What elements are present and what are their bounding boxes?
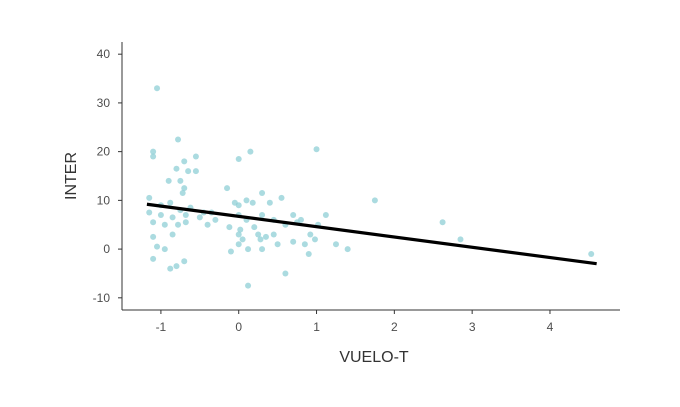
x-tick-label: 2 <box>391 320 398 334</box>
y-tick-label: 0 <box>103 242 110 256</box>
trend-line <box>146 202 597 266</box>
data-point <box>181 258 188 265</box>
data-point <box>161 221 168 228</box>
data-point <box>165 177 172 184</box>
data-point <box>182 211 189 218</box>
data-point <box>150 255 157 262</box>
data-point <box>235 202 242 209</box>
data-point <box>181 158 188 165</box>
data-point <box>173 165 180 172</box>
data-point <box>313 146 320 153</box>
data-point <box>167 265 174 272</box>
data-point <box>169 214 176 221</box>
data-point <box>262 233 269 240</box>
data-point <box>154 85 161 92</box>
data-point <box>235 231 242 238</box>
data-point <box>169 231 176 238</box>
data-point <box>344 246 351 253</box>
data-point <box>235 155 242 162</box>
y-tick-label: 20 <box>97 145 111 159</box>
data-point <box>204 221 211 228</box>
y-tick-label: 30 <box>97 96 111 110</box>
data-point <box>175 136 182 143</box>
data-point <box>278 194 285 201</box>
data-point <box>227 248 234 255</box>
data-point <box>282 270 289 277</box>
x-tick-label: -1 <box>156 320 167 334</box>
y-axis-title: INTER <box>63 152 80 200</box>
data-point <box>247 148 254 155</box>
data-point <box>243 197 250 204</box>
data-point <box>196 214 203 221</box>
data-point <box>239 236 246 243</box>
data-point <box>259 190 266 197</box>
data-point <box>150 219 157 226</box>
data-point <box>307 231 314 238</box>
data-point <box>161 246 168 253</box>
data-point <box>257 236 264 243</box>
x-tick-label: 0 <box>235 320 242 334</box>
data-point <box>181 185 188 192</box>
data-point <box>175 221 182 228</box>
data-point <box>177 177 184 184</box>
x-tick-label: 3 <box>469 320 476 334</box>
x-tick-label: 4 <box>547 320 554 334</box>
data-point <box>212 216 219 223</box>
data-point <box>297 216 304 223</box>
data-point <box>270 231 277 238</box>
data-point <box>249 199 256 206</box>
data-point <box>305 250 312 257</box>
data-point <box>274 241 281 248</box>
data-point <box>182 219 189 226</box>
data-point <box>179 190 186 197</box>
data-points <box>146 85 595 289</box>
data-point <box>332 241 339 248</box>
y-tick-label: 40 <box>97 47 111 61</box>
y-axis: -10 0 10 20 30 40 <box>93 42 123 310</box>
data-point <box>192 153 199 160</box>
data-point <box>245 282 252 289</box>
data-point <box>150 233 157 240</box>
data-point <box>235 241 242 248</box>
data-point <box>251 224 258 231</box>
data-point <box>167 199 174 206</box>
data-point <box>226 224 233 231</box>
data-point <box>588 250 595 257</box>
data-point <box>146 194 153 201</box>
data-point <box>150 153 157 160</box>
x-axis: -1 0 1 2 3 4 <box>122 309 620 334</box>
data-point <box>290 211 297 218</box>
data-point <box>255 231 262 238</box>
data-point <box>237 226 244 233</box>
data-point <box>259 211 266 218</box>
x-axis-title: VUELO-T <box>339 349 409 366</box>
data-point <box>259 246 266 253</box>
data-point <box>146 209 153 216</box>
data-point <box>173 263 180 270</box>
data-point <box>371 197 378 204</box>
data-point <box>150 148 157 155</box>
x-ticks: -1 0 1 2 3 4 <box>156 310 554 334</box>
y-ticks: -10 0 10 20 30 40 <box>93 47 122 305</box>
data-point <box>192 168 199 175</box>
data-point <box>185 168 192 175</box>
data-point <box>301 241 308 248</box>
x-tick-label: 1 <box>313 320 320 334</box>
data-point <box>290 238 297 245</box>
data-point <box>322 211 329 218</box>
y-tick-label: 10 <box>97 193 111 207</box>
data-point <box>245 246 252 253</box>
data-point <box>439 219 446 226</box>
y-tick-label: -10 <box>93 291 111 305</box>
data-point <box>157 211 164 218</box>
data-point <box>457 236 464 243</box>
data-point <box>311 236 318 243</box>
data-point <box>224 185 231 192</box>
data-point <box>266 199 273 206</box>
data-point <box>154 243 161 250</box>
